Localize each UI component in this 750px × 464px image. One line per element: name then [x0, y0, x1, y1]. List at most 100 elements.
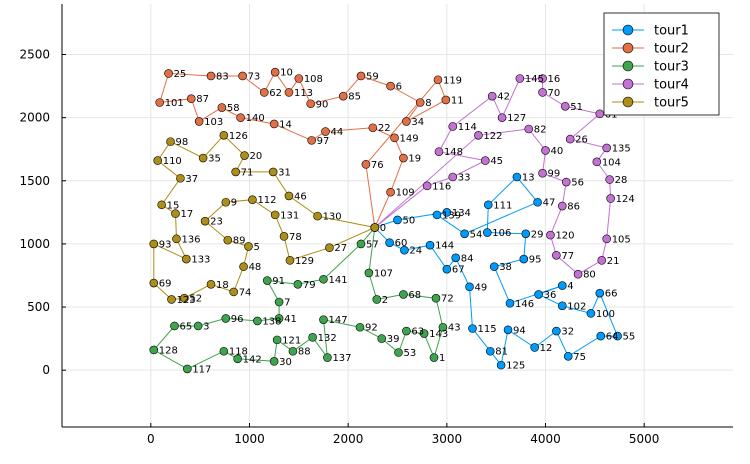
node-label: 125: [506, 361, 525, 372]
node-label: 7: [284, 297, 290, 308]
tour5-point: [270, 210, 280, 220]
tour5-point: [248, 195, 257, 205]
tour4-point: [552, 250, 561, 260]
node-label: 10: [280, 68, 293, 79]
tour5-point: [223, 235, 233, 245]
tour4-point: [448, 122, 458, 131]
tour4-point: [560, 101, 570, 111]
node-label: 144: [435, 241, 454, 252]
node-label: 146: [515, 299, 534, 310]
tour1-point: [552, 326, 561, 336]
tour1-point: [613, 331, 622, 341]
node-label: 63: [411, 327, 424, 338]
node-label: 116: [432, 181, 451, 192]
tour1-point: [596, 331, 606, 341]
node-label: 113: [294, 88, 313, 99]
tour3-point: [274, 297, 284, 307]
tour2-point: [433, 75, 443, 85]
node-label: 83: [216, 71, 229, 82]
tour2-point: [415, 98, 425, 107]
tour1-point: [468, 324, 477, 333]
node-label: 1: [439, 353, 445, 364]
tour3-point: [364, 268, 374, 278]
node-label: 136: [181, 234, 200, 245]
tour5-point: [180, 293, 189, 303]
node-label: 145: [525, 74, 544, 85]
tour5-point: [182, 254, 191, 264]
tour4-point: [541, 146, 550, 155]
tour5-point: [149, 278, 159, 288]
node-label: 119: [443, 75, 462, 86]
node-label: 139: [442, 210, 461, 221]
tour5-point: [149, 239, 159, 249]
node-label: 31: [278, 167, 291, 178]
node-label: 18: [216, 280, 229, 291]
node-label: 0: [380, 223, 386, 234]
node-label: 90: [316, 99, 329, 110]
node-label: 4: [567, 281, 573, 292]
tour2-point: [390, 133, 399, 143]
node-label: 85: [348, 92, 361, 103]
node-label: 105: [612, 234, 631, 245]
node-label: 70: [548, 88, 561, 99]
node-label: 99: [548, 169, 561, 180]
x-axis-ticks: 0 1000 2000 3000 4000 5000: [147, 423, 659, 446]
tour3-point: [149, 345, 159, 355]
node-label: 39: [387, 334, 400, 345]
node-label: 62: [269, 88, 282, 99]
node-label: 86: [567, 202, 580, 213]
tour3-point: [419, 329, 429, 338]
tour3-point: [221, 314, 231, 323]
tour2-point: [238, 71, 247, 81]
node-label: 94: [513, 325, 526, 336]
node-label: 6: [396, 82, 402, 93]
node-label: 15: [167, 200, 180, 211]
node-label: 11: [451, 95, 464, 106]
y-tick-label: 1500: [19, 174, 50, 188]
tour4-point: [497, 113, 507, 122]
node-label: 137: [332, 353, 351, 364]
node-label: 112: [257, 195, 276, 206]
node-label: 28: [615, 175, 628, 186]
node-label: 124: [616, 194, 635, 205]
tour1-point: [393, 215, 402, 225]
node-label: 120: [555, 231, 574, 242]
node-label: 128: [159, 345, 178, 356]
node-label: 13: [522, 172, 535, 183]
tour2-point: [259, 88, 269, 97]
node-label: 93: [159, 239, 172, 250]
node-label: 131: [280, 210, 299, 221]
y-axis-ticks: 0 500 1000 1500 2000 2500: [19, 48, 66, 377]
tour3-point: [394, 348, 403, 357]
node-label: 23: [210, 217, 223, 228]
tour5-point: [268, 167, 278, 177]
node-label: 114: [458, 122, 477, 133]
tour3-point: [429, 353, 439, 362]
node-label: 111: [493, 200, 512, 211]
tour2-point: [206, 71, 216, 81]
node-label: 100: [596, 309, 615, 320]
y-tick-label: 500: [27, 300, 50, 314]
node-label: 19: [408, 154, 421, 165]
tour1-point: [503, 325, 513, 335]
tour3-point: [274, 314, 284, 323]
tour4-point: [538, 74, 547, 83]
tour2-point: [386, 187, 395, 197]
tour2-point: [402, 117, 411, 126]
tour4-point: [515, 74, 525, 83]
tour3-point: [399, 290, 408, 299]
node-label: 60: [395, 238, 408, 249]
node-label: 109: [396, 188, 415, 199]
node-label: 32: [561, 327, 574, 338]
tour5-point: [166, 137, 175, 146]
tour5-point: [221, 197, 231, 207]
tour1-line: [374, 176, 619, 367]
tour5-point: [172, 234, 181, 244]
node-label: 2: [382, 295, 388, 306]
node-label: 49: [475, 282, 488, 293]
node-label: 140: [246, 113, 265, 124]
node-label: 56: [571, 178, 584, 189]
tour5-point: [153, 156, 163, 165]
x-tick-label: 3000: [432, 432, 463, 446]
node-label: 68: [408, 290, 421, 301]
